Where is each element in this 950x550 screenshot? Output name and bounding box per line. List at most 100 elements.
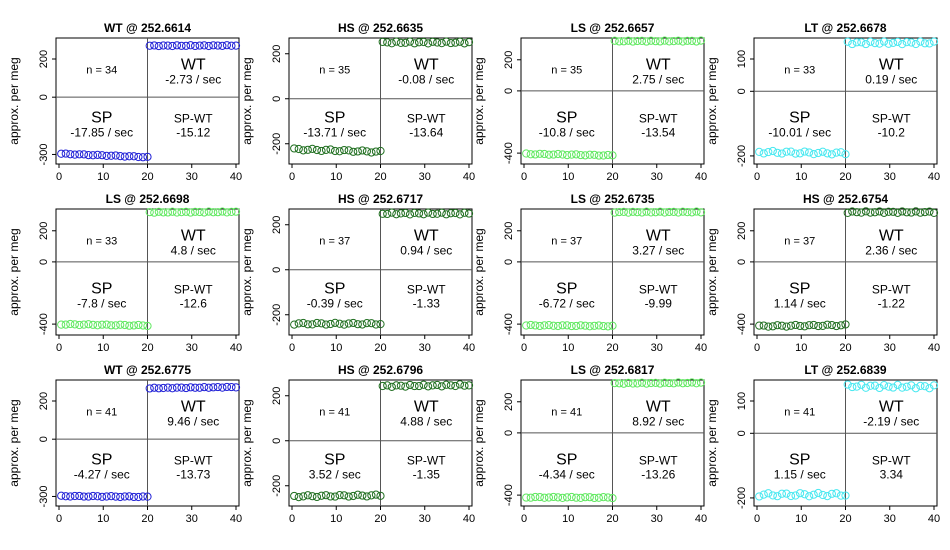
wt-data-point bbox=[209, 41, 218, 50]
wt-data-point bbox=[875, 207, 884, 216]
wt-data-point bbox=[651, 378, 660, 387]
panel-title: HS @ 252.6635 bbox=[338, 21, 423, 35]
x-tick-label: 10 bbox=[330, 513, 342, 525]
sp-label: SP bbox=[789, 109, 810, 126]
sp-wt-label: SP-WT bbox=[407, 111, 446, 125]
sp-data-point bbox=[540, 493, 549, 502]
wt-data-point bbox=[455, 37, 465, 46]
y-tick-label: -400 bbox=[736, 313, 748, 335]
sp-data-point bbox=[93, 492, 102, 501]
sp-data-point bbox=[773, 148, 782, 157]
sp-data-point bbox=[134, 492, 143, 502]
sp-data-point bbox=[791, 149, 800, 158]
wt-data-point bbox=[227, 41, 236, 50]
wt-data-point bbox=[925, 39, 934, 48]
panel-2: HS @ 252.6635 approx. per meg -200 0 200 0 10 2… bbox=[240, 21, 475, 183]
wt-data-point bbox=[168, 384, 177, 393]
wt-data-point bbox=[884, 207, 893, 216]
wt-data-point bbox=[866, 381, 875, 390]
wt-data-point bbox=[646, 378, 656, 388]
sp-data-point bbox=[818, 147, 827, 156]
sp-data-point bbox=[777, 489, 787, 498]
wt-data-point bbox=[678, 207, 687, 216]
sp-data-point bbox=[290, 491, 299, 501]
wt-data-point bbox=[902, 38, 911, 47]
wt-data-point bbox=[410, 381, 419, 391]
wt-data-point bbox=[665, 207, 674, 217]
wt-data-point bbox=[843, 208, 852, 217]
panel-6: HS @ 252.6717 approx. per meg -200 0 200 0 10 2… bbox=[240, 192, 475, 354]
sp-data-point bbox=[544, 493, 554, 502]
wt-data-point bbox=[433, 38, 442, 47]
wt-label: WT bbox=[646, 399, 671, 416]
y-tick-label: -300 bbox=[38, 485, 50, 507]
sp-data-point bbox=[143, 321, 152, 331]
wt-data-point bbox=[378, 37, 387, 47]
sp-data-point bbox=[836, 321, 846, 330]
panel-title: LS @ 252.6735 bbox=[571, 192, 655, 206]
x-tick-label: 0 bbox=[289, 171, 295, 183]
sp-wt-value: 3.34 bbox=[880, 467, 904, 481]
sp-data-point bbox=[75, 491, 84, 501]
wt-data-point bbox=[637, 378, 647, 387]
sp-data-point bbox=[549, 150, 558, 159]
sp-data-point bbox=[376, 491, 385, 500]
sp-data-point bbox=[814, 321, 823, 331]
wt-data-point bbox=[414, 381, 424, 391]
sp-data-point bbox=[344, 146, 353, 155]
x-tick-label: 30 bbox=[884, 171, 896, 183]
sp-data-point bbox=[134, 320, 143, 330]
sp-wt-label: SP-WT bbox=[639, 282, 678, 296]
sp-data-point bbox=[800, 490, 809, 499]
sp-data-point bbox=[317, 491, 326, 500]
x-tick-label: 0 bbox=[56, 342, 62, 354]
wt-data-point bbox=[916, 208, 925, 217]
wt-data-point bbox=[150, 383, 159, 392]
wt-data-point bbox=[213, 208, 222, 217]
wt-data-point bbox=[428, 37, 437, 46]
wt-data-point bbox=[660, 208, 669, 217]
sp-data-point bbox=[576, 150, 585, 160]
sp-data-point bbox=[358, 491, 367, 500]
sp-rate-label: -4.34 / sec bbox=[539, 467, 595, 481]
wt-data-point bbox=[866, 208, 875, 217]
sp-data-point bbox=[371, 147, 381, 156]
wt-data-point bbox=[401, 382, 410, 391]
wt-data-point bbox=[145, 384, 154, 393]
x-tick-label: 30 bbox=[419, 513, 431, 525]
wt-data-point bbox=[624, 36, 633, 45]
sp-wt-value: -15.12 bbox=[176, 125, 210, 139]
wt-data-point bbox=[875, 39, 884, 48]
x-tick-label: 40 bbox=[695, 171, 707, 183]
wt-data-point bbox=[464, 38, 474, 47]
wt-data-point bbox=[642, 37, 651, 46]
x-tick-label: 20 bbox=[606, 342, 618, 354]
sp-data-point bbox=[308, 492, 317, 501]
y-axis-label: approx. per meg bbox=[7, 228, 21, 315]
sp-data-point bbox=[330, 492, 340, 501]
x-tick-label: 40 bbox=[695, 513, 707, 525]
wt-data-point bbox=[209, 208, 218, 217]
wt-data-point bbox=[154, 384, 163, 393]
panel-title: LS @ 252.6817 bbox=[571, 363, 655, 377]
wt-data-point bbox=[683, 378, 692, 388]
sp-data-point bbox=[312, 492, 322, 502]
y-axis-label: approx. per meg bbox=[7, 399, 21, 486]
sp-data-point bbox=[303, 491, 312, 500]
wt-data-point bbox=[222, 208, 232, 217]
sp-data-point bbox=[344, 492, 353, 501]
wt-data-point bbox=[181, 41, 191, 50]
sp-data-point bbox=[795, 149, 805, 158]
wt-data-point bbox=[929, 37, 939, 46]
wt-data-point bbox=[646, 36, 656, 45]
x-tick-label: 0 bbox=[521, 171, 527, 183]
sp-data-point bbox=[353, 490, 362, 499]
x-tick-label: 0 bbox=[56, 171, 62, 183]
sp-data-point bbox=[791, 491, 800, 500]
sample-count-label: n = 35 bbox=[551, 64, 582, 76]
sp-data-point bbox=[371, 320, 381, 329]
wt-data-point bbox=[200, 383, 209, 392]
sp-rate-label: -4.27 / sec bbox=[74, 467, 130, 481]
x-tick-label: 0 bbox=[521, 513, 527, 525]
wt-data-point bbox=[879, 37, 889, 46]
